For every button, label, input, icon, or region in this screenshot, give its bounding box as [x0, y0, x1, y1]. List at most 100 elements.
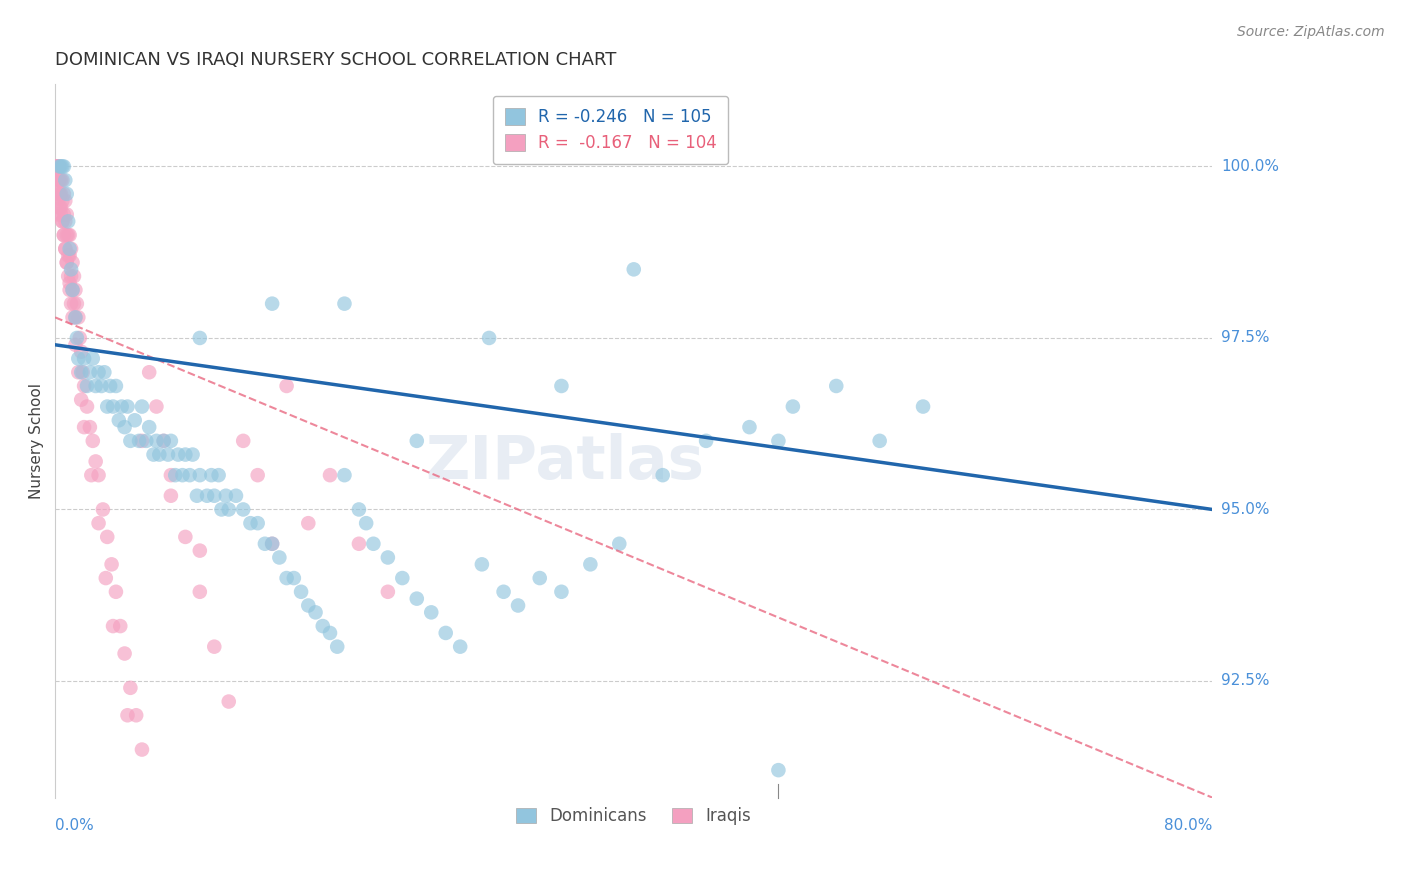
Point [65, 310, 87, 325]
Point [869, 434, 891, 448]
Point [449, 640, 471, 654]
Point [912, 400, 935, 414]
Point [131, 742, 153, 756]
Point [48, 186, 70, 201]
Point [110, 619, 132, 633]
Point [48, 160, 70, 174]
Point [165, 468, 187, 483]
Point [73, 351, 96, 366]
Point [738, 420, 761, 434]
Point [59, 283, 82, 297]
Point [76, 400, 98, 414]
Point [304, 606, 326, 620]
Text: 80.0%: 80.0% [1164, 818, 1212, 833]
Point [179, 468, 201, 483]
Point [651, 468, 673, 483]
Point [51, 173, 73, 187]
Point [232, 434, 254, 448]
Point [246, 468, 269, 483]
Point [782, 400, 804, 414]
Point [56, 214, 79, 228]
Point [46, 194, 69, 208]
Point [53, 173, 76, 187]
Point [87, 516, 110, 531]
Point [207, 468, 229, 483]
Point [45, 160, 67, 174]
Point [506, 599, 529, 613]
Point [174, 530, 197, 544]
Point [333, 296, 356, 310]
Point [70, 344, 93, 359]
Point [70, 365, 93, 379]
Point [825, 379, 848, 393]
Point [96, 400, 118, 414]
Point [167, 448, 190, 462]
Point [44, 160, 66, 174]
Point [550, 584, 572, 599]
Point [550, 379, 572, 393]
Point [70, 392, 93, 407]
Point [48, 160, 70, 174]
Point [188, 584, 211, 599]
Point [202, 489, 225, 503]
Text: DOMINICAN VS IRAQI NURSERY SCHOOL CORRELATION CHART: DOMINICAN VS IRAQI NURSERY SCHOOL CORREL… [55, 51, 617, 69]
Point [59, 276, 82, 290]
Point [623, 262, 645, 277]
Point [59, 242, 82, 256]
Point [53, 242, 76, 256]
Point [94, 571, 117, 585]
Point [67, 351, 90, 366]
Point [84, 454, 107, 468]
Point [63, 269, 86, 284]
Point [239, 516, 262, 531]
Point [56, 228, 79, 243]
Point [90, 379, 112, 393]
Point [148, 448, 170, 462]
Point [354, 516, 377, 531]
Point [66, 296, 89, 310]
Point [65, 283, 87, 297]
Point [49, 207, 72, 221]
Point [200, 468, 222, 483]
Point [69, 331, 91, 345]
Point [62, 283, 84, 297]
Point [65, 338, 87, 352]
Point [138, 420, 160, 434]
Point [56, 269, 79, 284]
Point [76, 379, 98, 393]
Point [44, 160, 66, 174]
Legend: Dominicans, Iraqis: Dominicans, Iraqis [509, 801, 758, 832]
Point [80, 468, 103, 483]
Point [60, 262, 83, 277]
Point [142, 448, 165, 462]
Point [63, 296, 86, 310]
Point [111, 400, 134, 414]
Point [128, 434, 150, 448]
Point [262, 537, 284, 551]
Point [60, 296, 83, 310]
Point [283, 571, 305, 585]
Point [262, 296, 284, 310]
Point [55, 255, 77, 269]
Point [471, 558, 494, 572]
Point [49, 173, 72, 187]
Point [145, 400, 167, 414]
Point [104, 584, 127, 599]
Point [55, 186, 77, 201]
Point [101, 619, 124, 633]
Point [135, 434, 157, 448]
Point [607, 537, 630, 551]
Point [46, 186, 69, 201]
Point [53, 214, 76, 228]
Point [160, 468, 183, 483]
Text: 95.0%: 95.0% [1220, 502, 1270, 517]
Point [156, 448, 179, 462]
Point [347, 537, 370, 551]
Point [195, 489, 218, 503]
Point [405, 434, 427, 448]
Point [232, 502, 254, 516]
Point [188, 331, 211, 345]
Point [72, 365, 94, 379]
Point [79, 365, 101, 379]
Point [363, 537, 385, 551]
